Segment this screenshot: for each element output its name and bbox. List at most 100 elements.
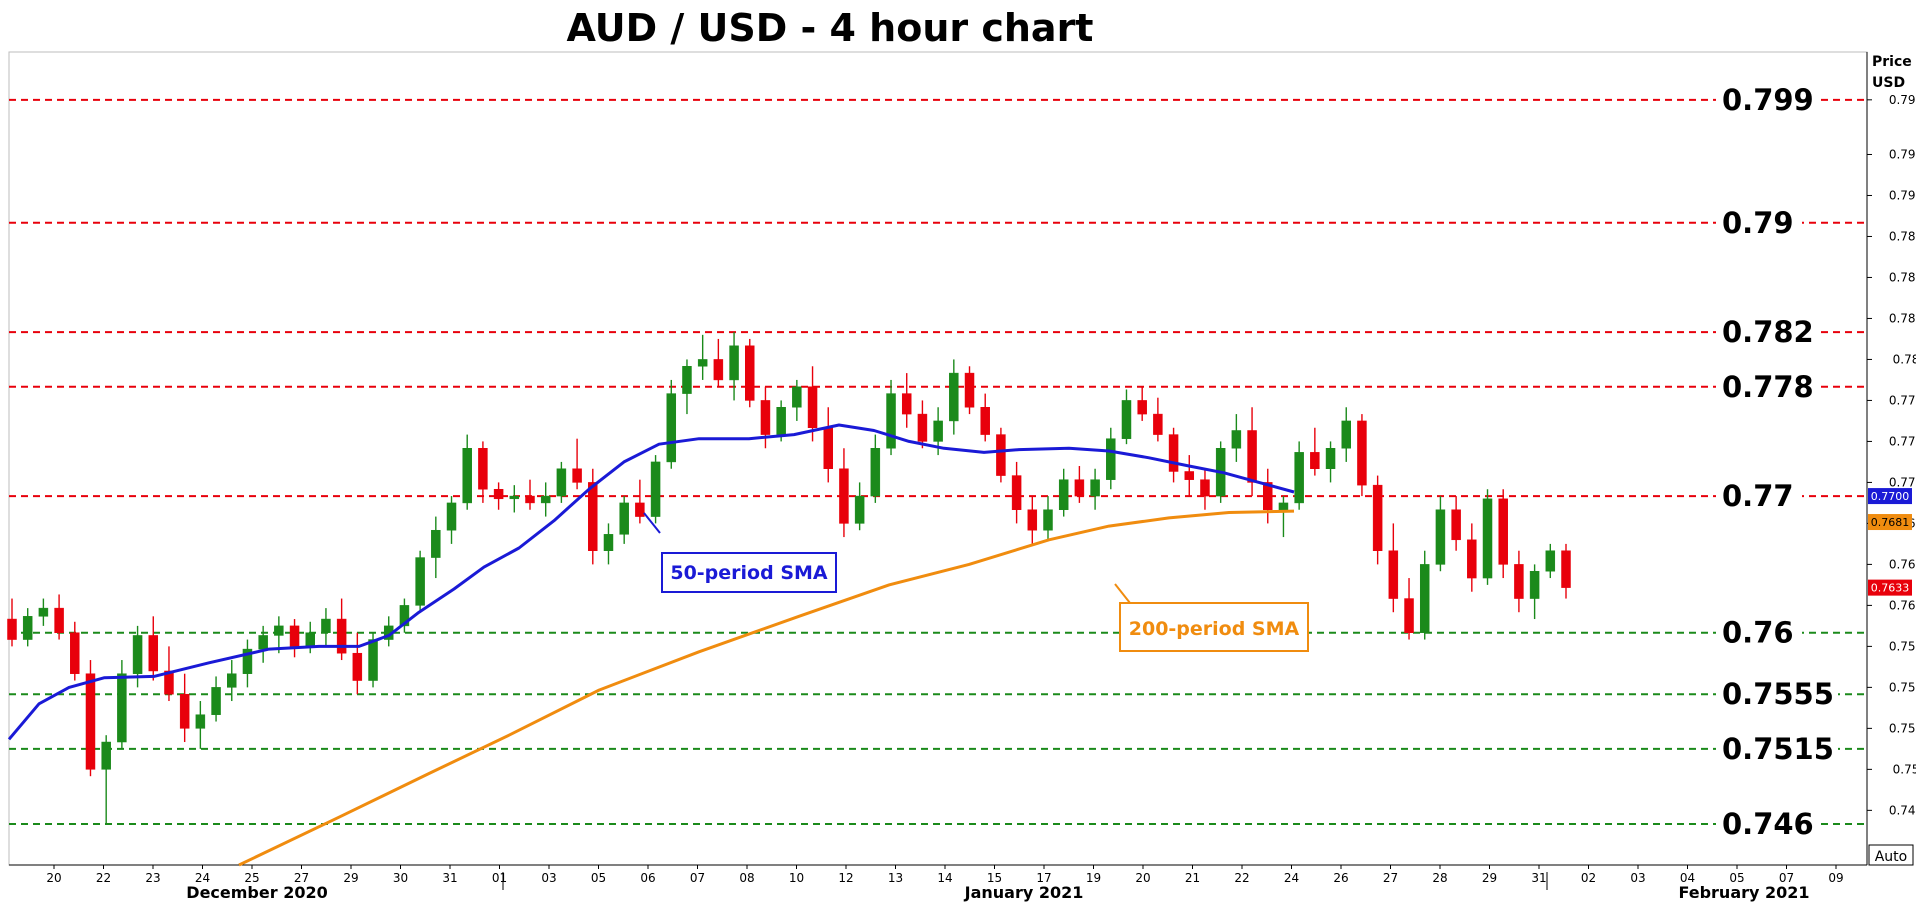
level-label-bg-4 bbox=[1716, 480, 1802, 511]
x-tick-label-29: 29 bbox=[1482, 871, 1497, 885]
y-tick-label-17: 0.747 bbox=[1889, 803, 1916, 817]
sma200-callout-label: 200-period SMA bbox=[1129, 618, 1300, 640]
candle-body-88 bbox=[1388, 550, 1399, 599]
candle-body-79 bbox=[1247, 430, 1257, 483]
x-tick-label-7: 30 bbox=[393, 871, 408, 885]
level-label-bg-3 bbox=[1716, 370, 1820, 401]
candle-body-63 bbox=[996, 434, 1006, 476]
candle-body-56 bbox=[886, 393, 896, 449]
level-label-4: 0.77 bbox=[1722, 479, 1794, 513]
x-tick-label-2: 23 bbox=[145, 871, 160, 885]
level-label-bg-1 bbox=[1716, 206, 1802, 237]
candle-body-26 bbox=[415, 557, 425, 606]
level-label-8: 0.746 bbox=[1722, 807, 1814, 841]
candle-body-23 bbox=[368, 639, 378, 681]
candle-body-84 bbox=[1325, 448, 1336, 469]
x-tick-label-31: 02 bbox=[1581, 871, 1596, 885]
x-axis-ticks: 20 22 23 24 25 27 29 30 31 01 03 05 06 07 08 10 12 13 14 15… bbox=[46, 865, 1844, 885]
candle-body-22 bbox=[352, 652, 363, 681]
x-tick-label-14: 08 bbox=[739, 871, 754, 885]
level-label-bg-0 bbox=[1716, 83, 1820, 114]
candle-body-27 bbox=[431, 529, 441, 558]
y-tick-label-3: 0.789 bbox=[1889, 229, 1916, 243]
candle-body-87 bbox=[1372, 484, 1383, 551]
y-tick-label-11: 0.765 bbox=[1889, 557, 1916, 571]
candle-body-31 bbox=[493, 488, 504, 500]
x-tick-label-25: 24 bbox=[1284, 871, 1299, 885]
candle-body-89 bbox=[1404, 598, 1414, 633]
candle-body-53 bbox=[839, 468, 849, 524]
y-tick-label-7: 0.777 bbox=[1889, 393, 1916, 407]
auto-scale-button-frame[interactable] bbox=[1868, 844, 1914, 866]
candle-body-82 bbox=[1294, 452, 1304, 504]
level-label-7: 0.7515 bbox=[1722, 732, 1834, 766]
candle-body-47 bbox=[745, 345, 755, 401]
candle-body-16 bbox=[258, 635, 268, 650]
candle-body-71 bbox=[1121, 400, 1132, 439]
price-tag-label-0: 0.7700 bbox=[1871, 490, 1910, 503]
candle-body-93 bbox=[1467, 539, 1477, 579]
candle-body-72 bbox=[1137, 400, 1147, 415]
candle-body-90 bbox=[1419, 564, 1430, 633]
y-tick-label-14: 0.756 bbox=[1889, 680, 1916, 694]
candle-body-21 bbox=[336, 618, 347, 654]
x-tick-label-0: 20 bbox=[46, 871, 61, 885]
y-axis-title-line1: Price bbox=[1872, 54, 1912, 70]
x-tick-label-24: 22 bbox=[1234, 871, 1249, 885]
level-label-bg-5 bbox=[1716, 616, 1802, 647]
candle-body-1 bbox=[22, 616, 33, 640]
month-label-february: February 2021 bbox=[1678, 883, 1809, 902]
y-tick-label-6: 0.78 bbox=[1893, 352, 1916, 366]
x-tick-label-10: 03 bbox=[541, 871, 556, 885]
sma-line-0 bbox=[7, 423, 1295, 741]
candle-body-60 bbox=[949, 372, 959, 422]
candle-body-86 bbox=[1357, 420, 1367, 486]
x-tick-label-4: 25 bbox=[244, 871, 259, 885]
x-tick-label-23: 21 bbox=[1185, 871, 1200, 885]
candle-body-33 bbox=[525, 495, 535, 504]
month-label-december: December 2020 bbox=[186, 883, 327, 902]
candle-body-7 bbox=[117, 673, 127, 743]
auto-scale-button[interactable]: Auto bbox=[1868, 844, 1914, 866]
y-tick-label-16: 0.75 bbox=[1893, 762, 1916, 776]
candle-body-6 bbox=[101, 741, 111, 770]
candle-body-8 bbox=[132, 635, 143, 674]
x-tick-label-32: 03 bbox=[1630, 871, 1645, 885]
candle-body-57 bbox=[901, 393, 912, 415]
level-label-2: 0.782 bbox=[1722, 315, 1814, 349]
level-label-bg-2 bbox=[1716, 316, 1820, 347]
chart-title: AUD / USD - 4 hour chart bbox=[567, 6, 1094, 50]
horizontal-levels: 0.799 0.79 0.782 0.778 0.77 0.76 0.7555 0.7515 0… bbox=[9, 83, 1867, 841]
candle-body-12 bbox=[195, 714, 206, 729]
y-tick-label-4: 0.786 bbox=[1889, 270, 1916, 284]
sma-line-1 bbox=[238, 509, 1295, 867]
x-tick-label-26: 26 bbox=[1333, 871, 1348, 885]
candles bbox=[7, 332, 1571, 825]
candle-body-41 bbox=[650, 461, 661, 517]
candle-body-15 bbox=[242, 648, 253, 674]
x-tick-label-16: 12 bbox=[838, 871, 853, 885]
y-tick-label-2: 0.792 bbox=[1889, 188, 1916, 202]
candle-body-85 bbox=[1341, 420, 1351, 449]
candle-body-64 bbox=[1011, 475, 1022, 510]
candle-body-2 bbox=[38, 607, 49, 617]
auto-scale-button-label[interactable]: Auto bbox=[1875, 849, 1908, 865]
candle-body-50 bbox=[792, 386, 802, 408]
candle-body-30 bbox=[478, 448, 488, 490]
y-tick-label-0: 0.799 bbox=[1889, 93, 1916, 107]
x-tick-label-3: 24 bbox=[195, 871, 210, 885]
candle-body-45 bbox=[713, 359, 724, 381]
x-tick-label-36: 09 bbox=[1828, 871, 1843, 885]
candle-body-29 bbox=[462, 448, 472, 504]
candle-body-36 bbox=[572, 468, 582, 483]
candle-body-49 bbox=[776, 407, 786, 435]
x-tick-label-5: 27 bbox=[294, 871, 309, 885]
level-label-1: 0.79 bbox=[1722, 206, 1794, 240]
x-tick-label-17: 13 bbox=[888, 871, 903, 885]
candle-body-91 bbox=[1435, 509, 1446, 565]
candle-body-55 bbox=[870, 448, 881, 497]
candle-body-25 bbox=[399, 605, 410, 627]
candle-body-59 bbox=[933, 420, 943, 442]
y-tick-label-5: 0.783 bbox=[1889, 311, 1916, 325]
level-label-bg-7 bbox=[1716, 732, 1838, 763]
